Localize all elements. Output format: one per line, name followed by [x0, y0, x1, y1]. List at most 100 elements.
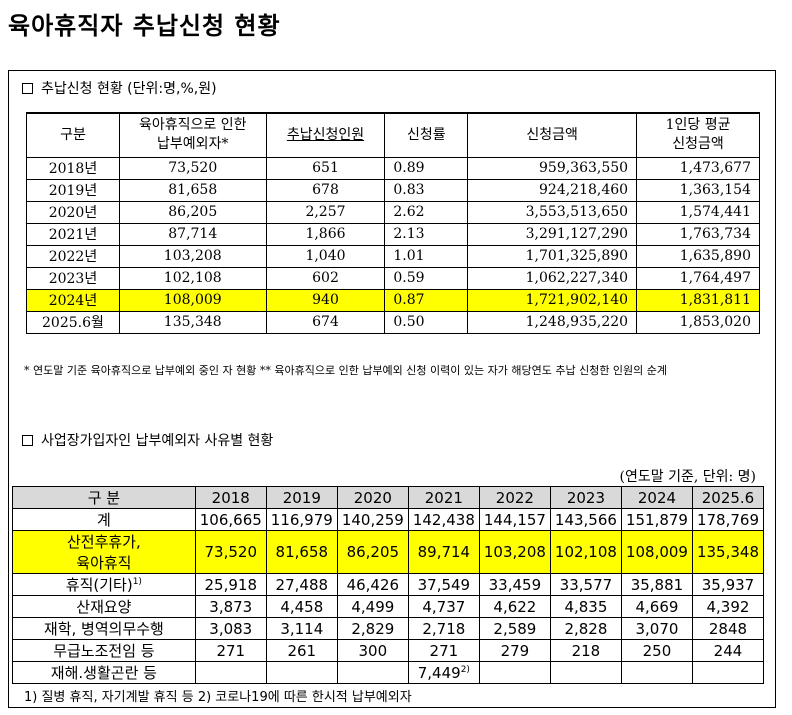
row-value: 135,348 [691, 530, 765, 574]
row-value: 37,549 [407, 573, 480, 596]
col-year: 2020 [336, 486, 409, 509]
row-value: 103,208 [478, 530, 551, 574]
table-row: 2019년 81,658 678 0.83 924,218,460 1,363,154 [26, 178, 760, 202]
col-applicants: 추납신청인원 [265, 112, 386, 158]
row-value: 250 [620, 639, 693, 662]
row-value: 108,009 [620, 530, 693, 574]
table-row: 2025.6월 135,348 674 0.50 1,248,935,220 1,853,… [26, 310, 760, 334]
row-year: 2019년 [26, 178, 120, 202]
row-value: 2,718 [407, 617, 480, 640]
col-gubun: 구 분 [12, 486, 196, 509]
row-value: 2848 [691, 617, 765, 640]
col-gubun: 구분 [26, 112, 120, 158]
row-year: 2023년 [26, 266, 120, 290]
row-label: 재해.생활곤란 등 [12, 661, 196, 684]
row-label: 산전후휴가, 육아휴직 [12, 530, 196, 574]
row-value [336, 661, 409, 684]
row-parental: 81,658 [118, 178, 267, 202]
row-label: 휴직(기타)1) [12, 573, 196, 596]
section2-unit: (연도말 기준, 단위: 명) [619, 469, 756, 485]
row-avg: 1,831,811 [636, 288, 760, 312]
col-year: 2023 [549, 486, 622, 509]
footnote-marker: 1) [132, 577, 142, 587]
row-value: 25,918 [194, 573, 267, 596]
row-rate: 0.59 [384, 266, 469, 290]
row-value: 271 [407, 639, 480, 662]
row-value: 4,622 [478, 595, 551, 618]
table-row: 2022년 103,208 1,040 1.01 1,701,325,890 1,635,… [26, 244, 760, 268]
row-applicants: 940 [265, 288, 386, 312]
row-value: 7,4492) [407, 661, 480, 684]
row-value: 3,083 [194, 617, 267, 640]
row-applicants: 602 [265, 266, 386, 290]
row-value: 140,259 [336, 508, 409, 531]
row-value: 2,589 [478, 617, 551, 640]
table1-note: * 연도말 기준 육아휴직으로 납부예외 중인 자 현황 ** 육아휴직으로 인… [24, 364, 668, 377]
row-rate: 2.62 [384, 200, 469, 224]
row-applicants: 651 [265, 156, 386, 180]
row-parental: 102,108 [118, 266, 267, 290]
row-value: 4,458 [265, 595, 338, 618]
row-value: 81,658 [265, 530, 338, 574]
row-value [265, 661, 338, 684]
col-year: 2021 [407, 486, 480, 509]
row-value: 2,829 [336, 617, 409, 640]
row-value [478, 661, 551, 684]
row-value: 3,114 [265, 617, 338, 640]
application-status-table: 구분 육아휴직으로 인한 납부예외자* 추납신청인원 신청률 신청금액 1인당 평… [26, 112, 760, 334]
table-row: 재학, 병역의무수행 3,083 3,114 2,829 2,718 2,589 2,828… [12, 617, 765, 640]
row-value: 261 [265, 639, 338, 662]
row-value: 106,665 [194, 508, 267, 531]
col-avg: 1인당 평균 신청금액 [636, 112, 760, 158]
row-applicants: 1,040 [265, 244, 386, 268]
row-parental: 103,208 [118, 244, 267, 268]
row-avg: 1,363,154 [636, 178, 760, 202]
page-title: 육아휴직자 추납신청 현황 [8, 12, 281, 40]
table-row: 산재요양 3,873 4,458 4,499 4,737 4,622 4,835 4,669 4… [12, 595, 765, 618]
col-year: 2025.6 [691, 486, 765, 509]
row-rate: 1.01 [384, 244, 469, 268]
row-value: 142,438 [407, 508, 480, 531]
row-value: 33,459 [478, 573, 551, 596]
row-value: 86,205 [336, 530, 409, 574]
row-value [620, 661, 693, 684]
row-amount: 1,701,325,890 [467, 244, 638, 268]
col-amount: 신청금액 [467, 112, 638, 158]
row-rate: 0.50 [384, 310, 469, 334]
row-value: 143,566 [549, 508, 622, 531]
row-value: 35,881 [620, 573, 693, 596]
row-year: 2020년 [26, 200, 120, 224]
row-applicants: 1,866 [265, 222, 386, 246]
col-parental: 육아휴직으로 인한 납부예외자* [118, 112, 267, 158]
row-value: 46,426 [336, 573, 409, 596]
footnote-marker: 2) [460, 664, 470, 675]
square-bullet-icon [22, 434, 33, 446]
col-year: 2022 [478, 486, 551, 509]
row-applicants: 678 [265, 178, 386, 202]
row-value: 4,669 [620, 595, 693, 618]
table-row: 재해.생활곤란 등 7,4492) [12, 661, 765, 684]
table-header-row: 구분 육아휴직으로 인한 납부예외자* 추납신청인원 신청률 신청금액 1인당 평… [26, 112, 760, 158]
row-amount: 959,363,550 [467, 156, 638, 180]
row-value: 116,979 [265, 508, 338, 531]
row-rate: 0.83 [384, 178, 469, 202]
row-rate: 2.13 [384, 222, 469, 246]
table2-footnote: 1) 질병 휴직, 자기계발 휴직 등 2) 코로나19에 따른 한시적 납부예… [24, 690, 412, 705]
row-amount: 1,248,935,220 [467, 310, 638, 334]
row-applicants: 674 [265, 310, 386, 334]
row-parental: 87,714 [118, 222, 267, 246]
row-amount: 1,062,227,340 [467, 266, 638, 290]
row-parental: 108,009 [118, 288, 267, 312]
row-amount: 924,218,460 [467, 178, 638, 202]
row-amount: 3,291,127,290 [467, 222, 638, 246]
row-value: 271 [194, 639, 267, 662]
row-rate: 0.87 [384, 288, 469, 312]
row-amount: 1,721,902,140 [467, 288, 638, 312]
row-value: 4,835 [549, 595, 622, 618]
row-value: 33,577 [549, 573, 622, 596]
row-value: 2,828 [549, 617, 622, 640]
table-row: 2020년 86,205 2,257 2.62 3,553,513,650 1,574,4… [26, 200, 760, 224]
row-year: 2025.6월 [26, 310, 120, 334]
row-value: 3,070 [620, 617, 693, 640]
